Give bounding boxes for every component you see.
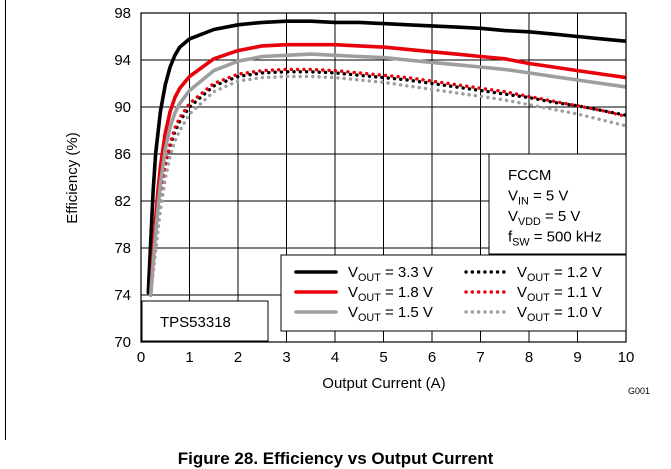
x-tick-label: 9 — [573, 349, 581, 366]
condition-line: VVDD = 5 V — [508, 208, 580, 228]
series-line-vout-1-5-v — [148, 52, 626, 297]
condition-line: VIN = 5 V — [508, 188, 568, 208]
x-tick-label: 7 — [476, 349, 484, 366]
page-margin-rule — [5, 0, 6, 440]
legend-label: VOUT = 1.8 V — [348, 284, 433, 304]
x-tick-label: 8 — [525, 349, 533, 366]
y-tick-label: 98 — [114, 5, 131, 22]
y-tick-label: 82 — [114, 193, 131, 210]
y-axis-label: Efficiency (%) — [64, 132, 81, 223]
device-label-box — [141, 300, 269, 342]
condition-line: fSW = 500 kHz — [508, 229, 602, 249]
y-tick-label: 78 — [114, 240, 131, 257]
x-tick-label: 4 — [331, 349, 339, 366]
figure-id: G001 — [628, 386, 650, 396]
legend-box — [280, 254, 627, 332]
x-axis-label: Output Current (A) — [322, 375, 445, 392]
x-tick-label: 2 — [234, 349, 242, 366]
legend-label: VOUT = 1.1 V — [517, 284, 602, 304]
conditions-box — [488, 153, 627, 255]
x-tick-label: 0 — [137, 349, 145, 366]
y-tick-label: 86 — [114, 146, 131, 163]
series-layer — [146, 19, 626, 297]
figure-caption: Figure 28. Efficiency vs Output Current — [177, 449, 494, 468]
legend-label: VOUT = 1.2 V — [517, 264, 602, 284]
legend-label: VOUT = 1.0 V — [517, 304, 602, 324]
condition-line: FCCM — [508, 167, 551, 184]
legend-label: VOUT = 1.5 V — [348, 304, 433, 324]
series-line-vout-1-0-v — [148, 74, 626, 297]
y-tick-label: 90 — [114, 99, 131, 116]
y-tick-label: 94 — [114, 52, 131, 69]
x-tick-label: 6 — [428, 349, 436, 366]
x-tick-label: 1 — [185, 349, 193, 366]
series-line-vout-3-3-v — [146, 19, 626, 295]
legend-label: VOUT = 3.3 V — [348, 264, 433, 284]
series-line-vout-1-8-v — [148, 42, 626, 297]
y-tick-label: 74 — [114, 287, 131, 304]
series-line-vout-1-1-v — [148, 67, 626, 297]
x-tick-label: 3 — [282, 349, 290, 366]
y-tick-label: 70 — [114, 334, 131, 351]
x-tick-label: 5 — [379, 349, 387, 366]
device-label: TPS53318 — [160, 314, 231, 331]
x-tick-label: 10 — [618, 349, 635, 366]
